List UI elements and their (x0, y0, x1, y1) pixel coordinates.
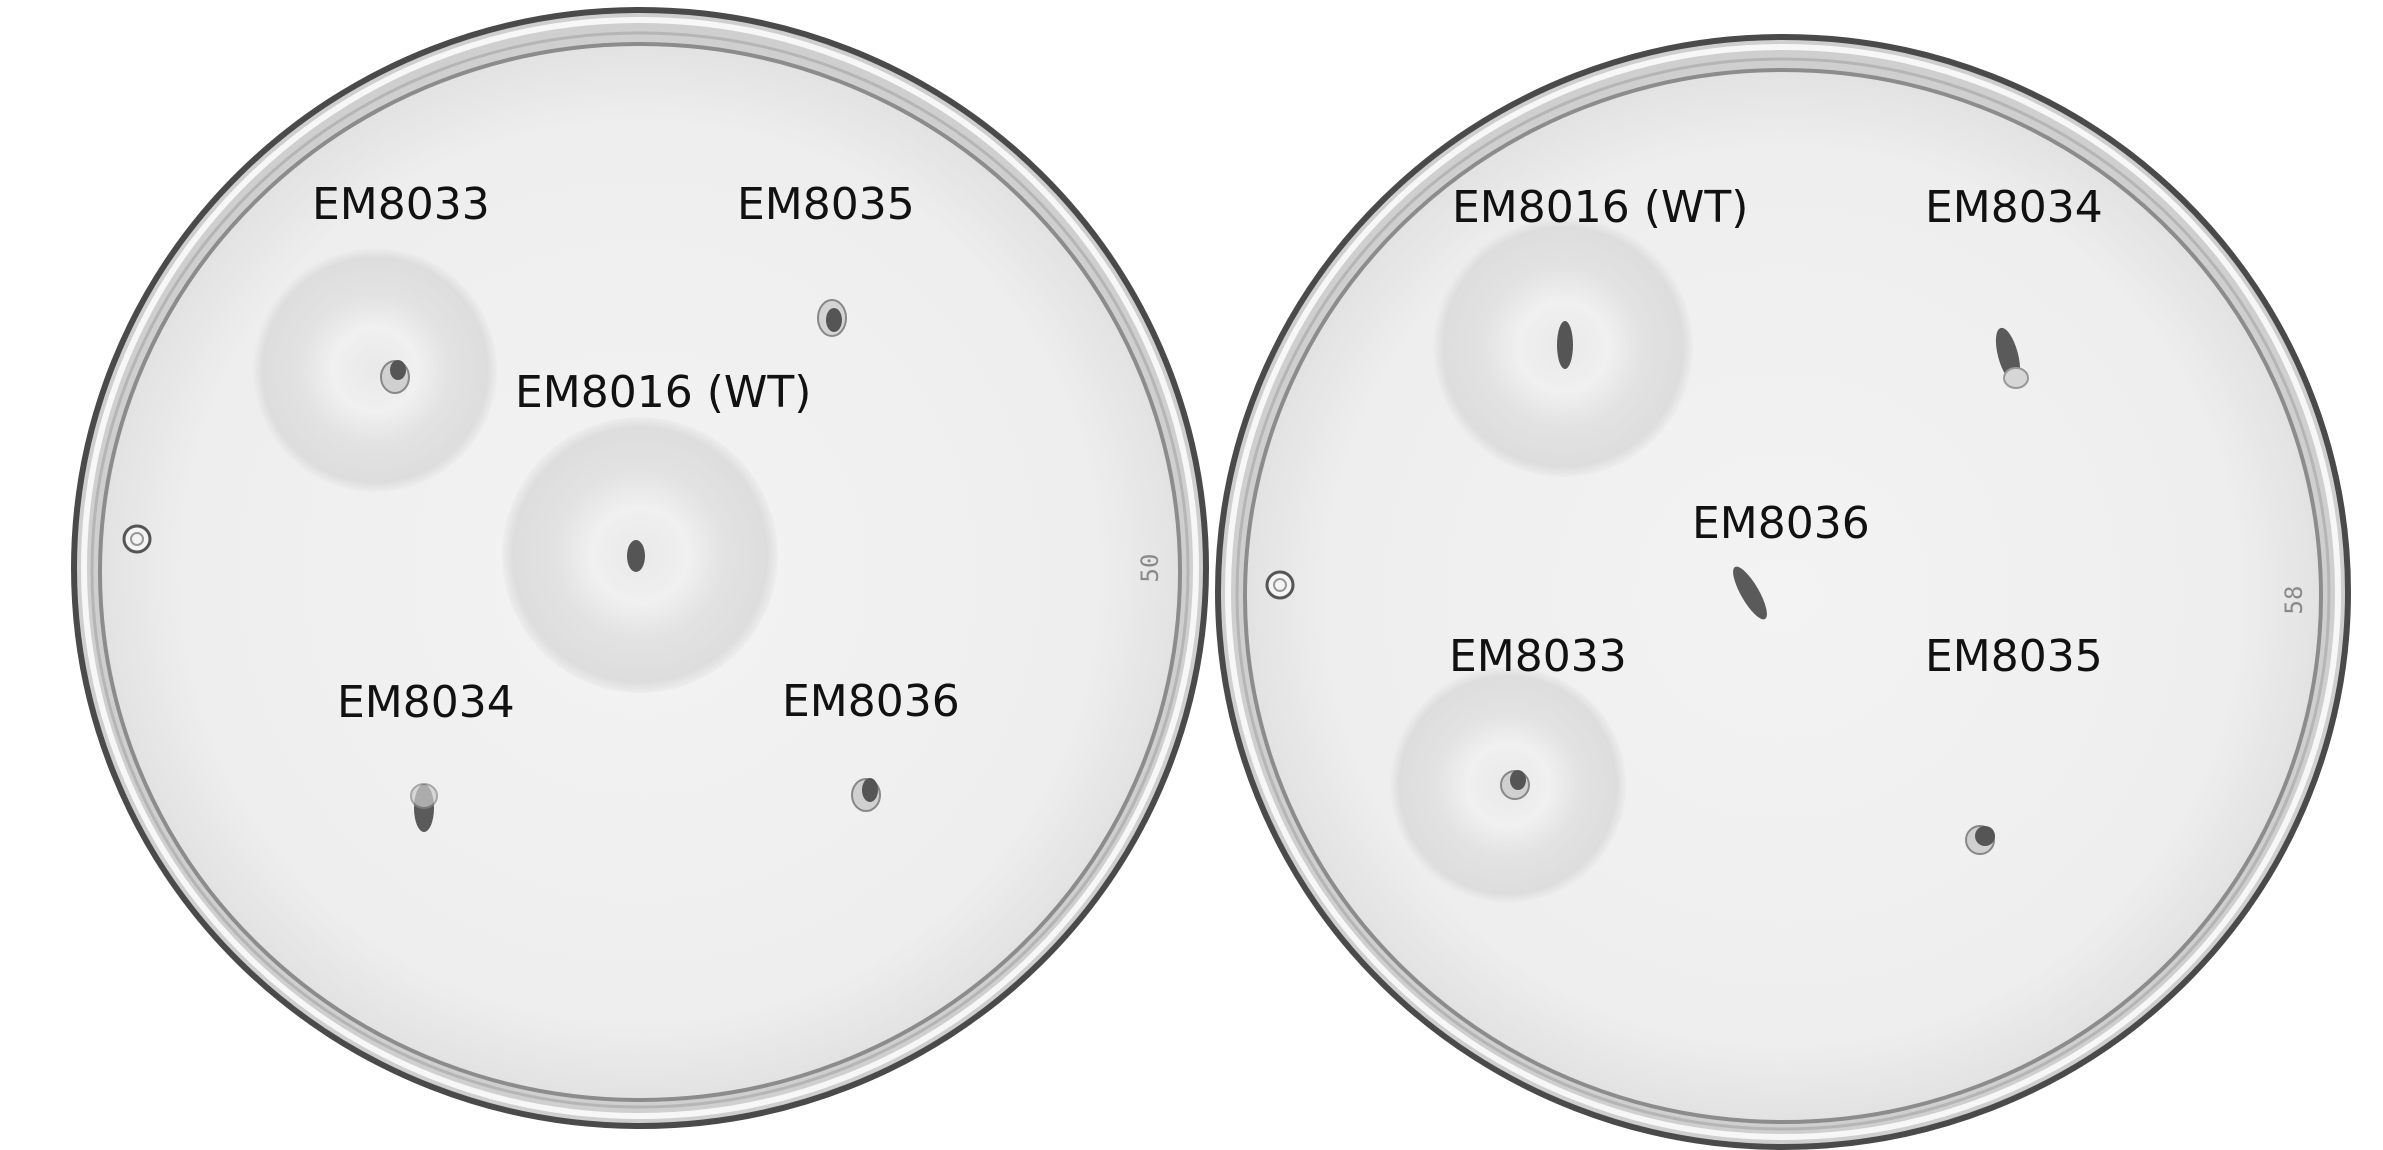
label-left-em8035: EM8035 (737, 179, 915, 230)
label-right-em8036: EM8036 (1692, 498, 1870, 549)
label-right-em8035: EM8035 (1925, 631, 2103, 682)
label-left-em8034: EM8034 (337, 677, 515, 728)
colony-left-em8033 (381, 360, 409, 393)
plate-left-number: 50 (1136, 554, 1164, 583)
label-right-em8016: EM8016 (WT) (1452, 182, 1748, 233)
label-right-em8034: EM8034 (1925, 182, 2103, 233)
label-left-em8033: EM8033 (312, 179, 490, 230)
colony-right-em8035 (1966, 826, 1995, 854)
colony-left-em8035 (818, 300, 846, 336)
plate-left: 50 EM8033 EM8035 EM8016 (WT) EM8034 EM8 (74, 10, 1206, 1126)
label-right-em8033: EM8033 (1449, 631, 1627, 682)
label-left-em8036: EM8036 (782, 676, 960, 727)
colony-right-em8016 (1557, 321, 1573, 369)
colony-right-em8033 (1501, 770, 1529, 799)
label-left-em8016: EM8016 (WT) (515, 367, 811, 418)
colony-left-em8036 (852, 778, 880, 811)
halo-left-em8033 (253, 248, 497, 492)
plate-left-ring-mark (124, 526, 150, 552)
plate-right: 58 EM8016 (WT) EM8034 EM8036 EM8033 EM80… (1218, 37, 2348, 1147)
plate-right-ring-mark (1267, 572, 1293, 598)
colony-left-em8016 (627, 540, 645, 572)
plate-right-inner-rim (1245, 70, 2321, 1122)
plate-right-number: 58 (2280, 586, 2308, 615)
